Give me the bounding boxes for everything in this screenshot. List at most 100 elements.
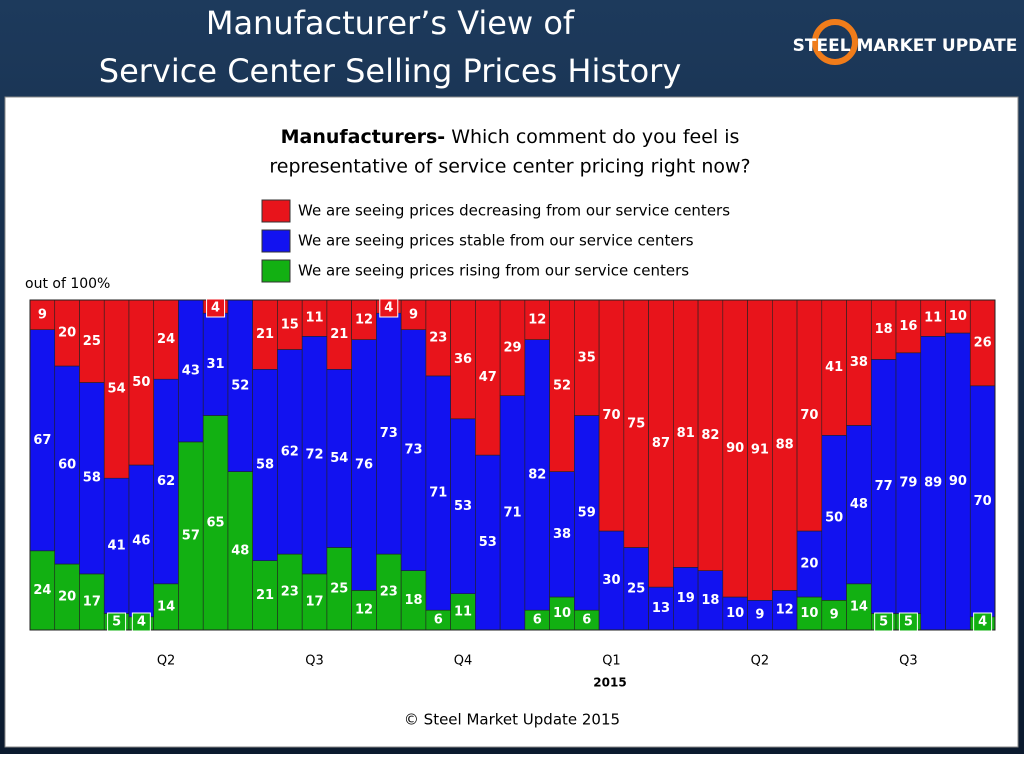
value-label: 14 bbox=[850, 599, 868, 614]
value-label: 9 bbox=[38, 307, 47, 322]
bar-segment bbox=[252, 368, 278, 561]
title-line: Service Center Selling Prices History bbox=[99, 52, 682, 90]
bar-segment bbox=[54, 365, 80, 565]
value-label: 81 bbox=[677, 426, 695, 441]
value-label: 4 bbox=[384, 301, 393, 316]
label-box bbox=[107, 612, 127, 632]
value-label: 82 bbox=[701, 428, 719, 443]
value-label: 11 bbox=[306, 311, 324, 326]
value-label: 46 bbox=[132, 533, 150, 548]
bar-segment bbox=[301, 299, 328, 337]
bar-segment bbox=[450, 593, 476, 631]
legend-swatch bbox=[261, 259, 291, 283]
value-label: 11 bbox=[454, 604, 472, 619]
legend-swatch bbox=[261, 229, 291, 253]
value-label: 48 bbox=[231, 543, 249, 558]
value-label: 75 bbox=[627, 416, 645, 431]
value-label: 24 bbox=[33, 583, 51, 598]
value-label: 82 bbox=[528, 467, 546, 482]
value-label: 47 bbox=[479, 370, 497, 385]
bar-segment bbox=[54, 299, 80, 367]
bar-segment bbox=[301, 335, 328, 575]
value-label: 6 bbox=[434, 613, 443, 628]
bar-segment bbox=[549, 596, 575, 631]
value-label: 17 bbox=[306, 594, 324, 609]
year-label: 2015 bbox=[593, 676, 626, 690]
bar-segment bbox=[796, 530, 823, 598]
value-label: 9 bbox=[409, 307, 418, 322]
value-label: 17 bbox=[83, 594, 101, 609]
value-label: 43 bbox=[182, 363, 200, 378]
bar-segment bbox=[475, 299, 501, 456]
value-label: 21 bbox=[256, 588, 274, 603]
bar-segment bbox=[499, 395, 526, 631]
bar-segment bbox=[128, 464, 155, 618]
value-label: 10 bbox=[553, 606, 571, 621]
value-label: 25 bbox=[627, 581, 645, 596]
bar-segment bbox=[277, 299, 303, 350]
bar-segment bbox=[549, 471, 575, 598]
bar-segment bbox=[772, 590, 798, 631]
value-label: 52 bbox=[553, 378, 571, 393]
x-tick-label: Q3 bbox=[899, 654, 918, 669]
value-label: 50 bbox=[132, 375, 150, 390]
value-label: 50 bbox=[825, 510, 843, 525]
bar-segment bbox=[969, 299, 996, 387]
bar-segment bbox=[326, 299, 352, 370]
label-box bbox=[206, 298, 226, 318]
value-label: 90 bbox=[949, 474, 967, 489]
value-label: 38 bbox=[850, 355, 868, 370]
y-label: out of 100% bbox=[25, 276, 110, 292]
bar-segment bbox=[747, 599, 773, 631]
bar-segment bbox=[524, 339, 550, 611]
x-tick-label: Q1 bbox=[602, 654, 621, 669]
value-label: 4 bbox=[137, 615, 146, 630]
value-label: 70 bbox=[974, 494, 992, 509]
bar-segment bbox=[846, 299, 872, 426]
value-label: 60 bbox=[58, 458, 76, 473]
value-label: 21 bbox=[330, 327, 348, 342]
bar-segment bbox=[895, 299, 922, 354]
bar-segment bbox=[598, 299, 625, 532]
value-label: 48 bbox=[850, 497, 868, 512]
value-label: 25 bbox=[83, 334, 101, 349]
label-box bbox=[379, 298, 399, 318]
value-label: 12 bbox=[355, 312, 373, 327]
bar-segment bbox=[574, 415, 600, 611]
bar-segment bbox=[153, 378, 179, 585]
bar-segment bbox=[79, 299, 105, 383]
question: Manufacturers- Which comment do you feel… bbox=[281, 126, 740, 148]
value-label: 54 bbox=[330, 451, 348, 466]
title-line: Manufacturer’s View of bbox=[206, 4, 575, 42]
bar-segment bbox=[400, 299, 427, 331]
bar-segment bbox=[524, 299, 550, 340]
bar-segment bbox=[870, 359, 897, 614]
value-label: 20 bbox=[800, 557, 818, 572]
plot: We are seeing prices decreasing from our… bbox=[29, 199, 996, 669]
value-label: 59 bbox=[578, 505, 596, 520]
legend-label: We are seeing prices rising from our ser… bbox=[298, 262, 689, 280]
bar-segment bbox=[821, 434, 847, 601]
bar-segment bbox=[425, 299, 451, 377]
value-label: 4 bbox=[211, 301, 220, 316]
legend-swatch bbox=[261, 199, 291, 223]
value-label: 6 bbox=[582, 613, 591, 628]
question: representative of service center pricing… bbox=[269, 156, 750, 178]
question-bold: Manufacturers- bbox=[281, 126, 446, 148]
bar-segment bbox=[846, 425, 872, 585]
bar-segment bbox=[697, 570, 724, 631]
value-label: 73 bbox=[380, 426, 398, 441]
bar-segment bbox=[945, 332, 971, 631]
x-tick-label: Q2 bbox=[157, 654, 176, 669]
value-label: 16 bbox=[899, 319, 917, 334]
value-label: 6 bbox=[533, 613, 542, 628]
bar-segment bbox=[202, 312, 229, 416]
footer: © Steel Market Update 2015 bbox=[404, 711, 620, 729]
value-label: 58 bbox=[83, 471, 101, 486]
value-label: 70 bbox=[800, 408, 818, 423]
bar-segment bbox=[920, 335, 946, 631]
legend-label: We are seeing prices decreasing from our… bbox=[298, 202, 730, 220]
bar-segment bbox=[425, 375, 451, 611]
value-label: 12 bbox=[355, 603, 373, 618]
value-label: 58 bbox=[256, 458, 274, 473]
